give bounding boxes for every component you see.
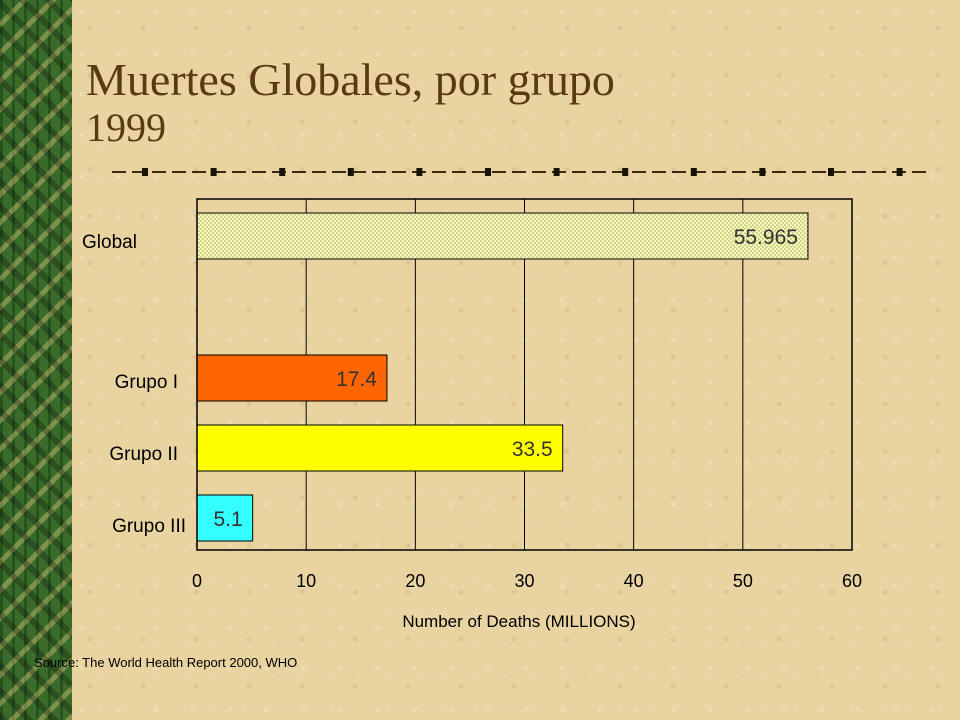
decorative-left-strip	[0, 0, 72, 720]
x-tick-label: 40	[624, 571, 644, 591]
title-divider	[112, 168, 930, 176]
category-label: Grupo I	[115, 372, 178, 393]
x-tick-label: 10	[296, 571, 316, 591]
divider-dot	[622, 168, 629, 176]
divider-dot	[896, 168, 903, 176]
divider-dot	[347, 168, 354, 176]
divider-dot	[759, 168, 766, 176]
divider-dot	[828, 168, 834, 176]
bar-grupo-ii	[196, 424, 564, 472]
divider-dot	[485, 168, 491, 176]
bar-value-label: 17.4	[336, 368, 377, 391]
bar-global	[196, 212, 809, 260]
divider-dot	[142, 168, 148, 176]
bar-grupo-i	[196, 354, 388, 402]
plot-area-frame	[196, 198, 853, 551]
category-label: Grupo II	[109, 444, 178, 465]
bar-grupo-iii	[196, 494, 254, 542]
divider-dot	[553, 168, 560, 176]
x-tick-labels: 0 10 20 30 40 50 60	[192, 571, 862, 591]
x-tick-label: 60	[842, 571, 862, 591]
subtitle-year: 1999	[86, 105, 166, 150]
divider-dot	[210, 168, 217, 176]
x-tick-label: 30	[514, 571, 534, 591]
bar-value-label: 55.965	[734, 226, 798, 249]
divider-dot	[279, 168, 286, 176]
bars-group	[196, 212, 809, 542]
divider-dot	[416, 168, 423, 176]
category-labels: Global Grupo I Grupo II Grupo III	[82, 232, 186, 537]
bar-value-label: 5.1	[213, 508, 242, 531]
x-axis-label: Number of Deaths (MILLIONS)	[402, 612, 635, 631]
slide-title: Muertes Globales, por grupo 1999	[86, 56, 615, 152]
title-text: Muertes Globales, por grupo	[86, 54, 615, 105]
divider-dot	[690, 168, 697, 176]
category-label: Global	[82, 232, 137, 253]
x-tick-label: 20	[405, 571, 425, 591]
x-tick-label: 50	[733, 571, 753, 591]
category-label: Grupo III	[112, 516, 186, 537]
x-tick-label: 0	[192, 571, 202, 591]
source-note: Source: The World Health Report 2000, WH…	[34, 655, 298, 670]
bar-value-labels: 55.965 17.4 33.5 5.1	[213, 226, 797, 531]
bar-value-label: 33.5	[512, 438, 553, 461]
